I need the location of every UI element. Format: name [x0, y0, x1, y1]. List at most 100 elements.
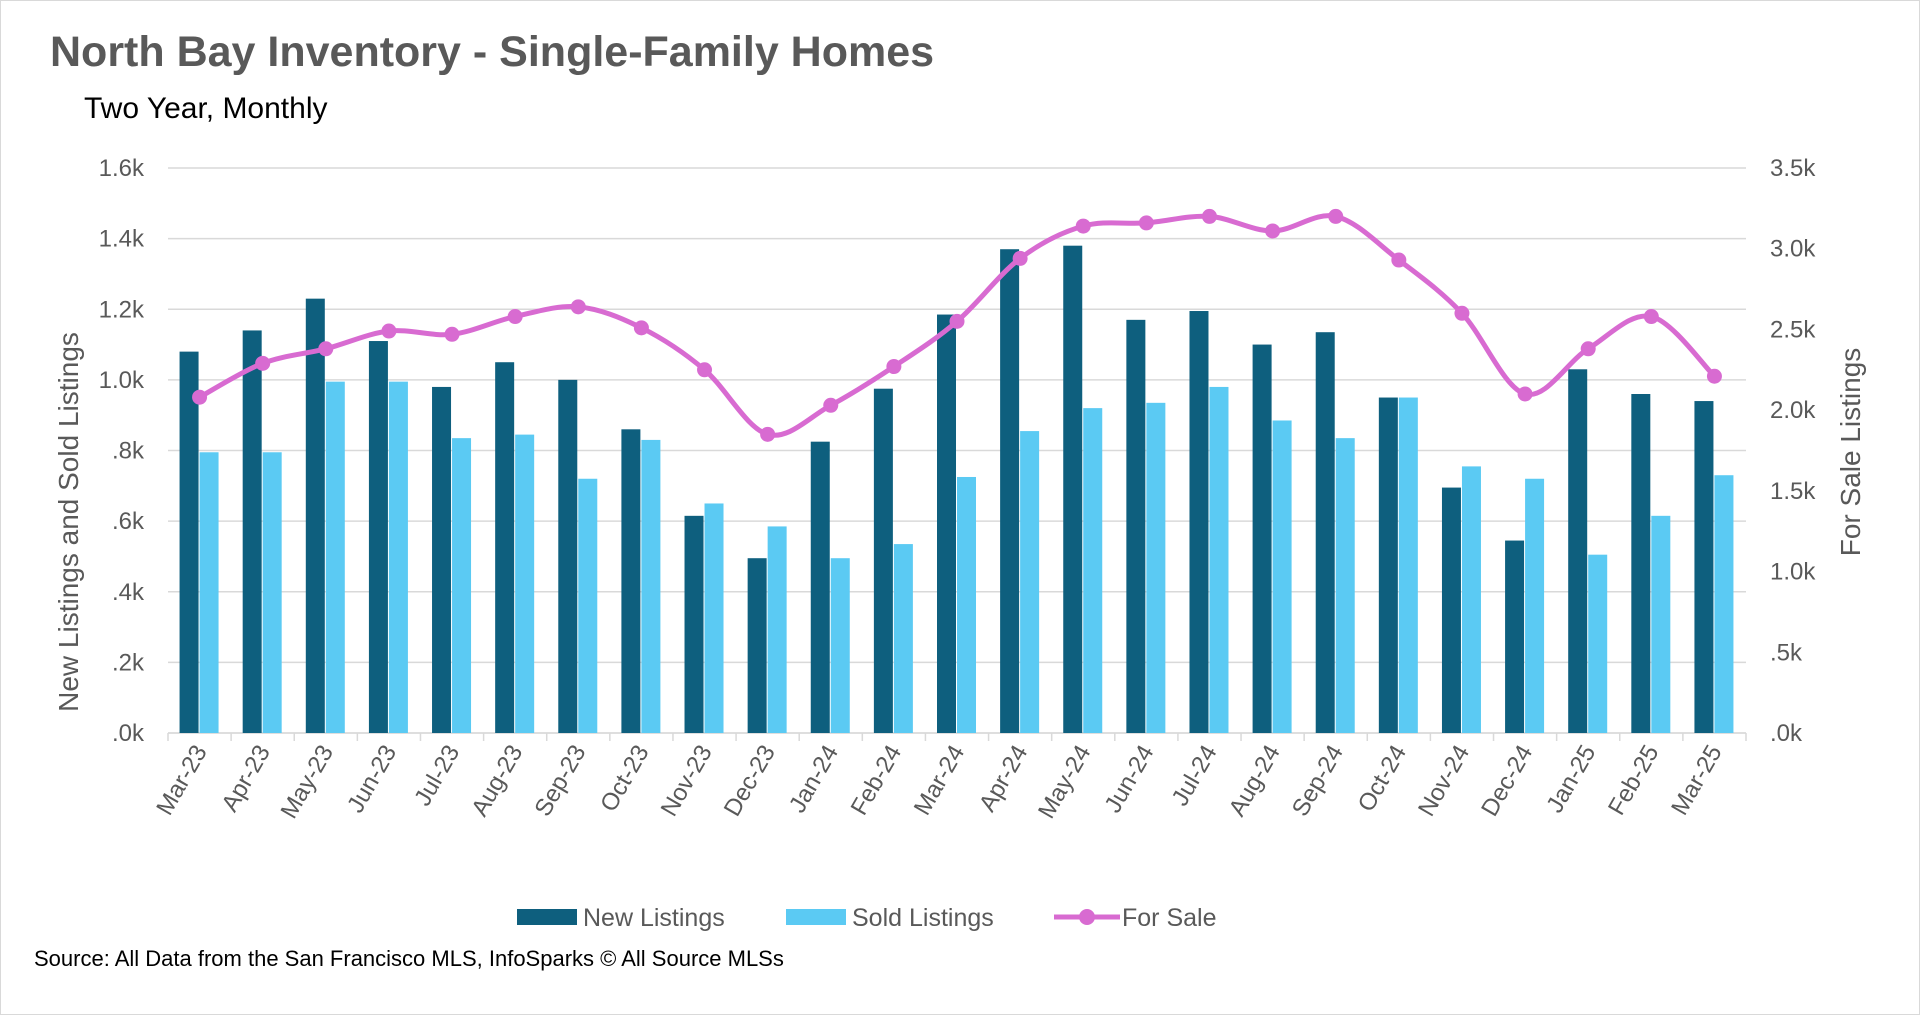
for-sale-point	[570, 299, 586, 315]
legend-label: Sold Listings	[852, 904, 994, 932]
x-tick-label: Apr-23	[216, 741, 275, 817]
left-tick-label: 1.4k	[99, 226, 145, 253]
for-sale-point	[697, 362, 713, 378]
right-axis-title: For Sale Listings	[1835, 348, 1866, 557]
x-tick-label: Jan-25	[1541, 741, 1601, 818]
x-tick-label: Oct-24	[1353, 741, 1412, 817]
for-sale-point	[1391, 252, 1407, 268]
for-sale-point	[1328, 208, 1344, 224]
sold-listings-bar	[1588, 554, 1608, 733]
right-tick-label: 3.5k	[1770, 155, 1816, 182]
sold-listings-bar	[1335, 438, 1355, 733]
left-axis-ticks: .0k .2k .4k .6k .8k 1.0k 1.2k 1.4k 1.6k	[99, 155, 145, 747]
sold-listings-bar	[578, 478, 598, 733]
new-listings-bar	[1568, 369, 1588, 733]
left-axis-title: New Listings and Sold Listings	[53, 332, 84, 712]
for-sale-point	[1265, 223, 1281, 239]
left-tick-label: .8k	[112, 438, 145, 465]
x-tick-label: Jul-24	[1167, 741, 1223, 811]
sold-listings-bar	[830, 558, 850, 733]
for-sale-point	[255, 355, 271, 371]
right-axis-ticks: .0k .5k 1.0k 1.5k 2.0k 2.5k 3.0k 3.5k	[1770, 155, 1816, 747]
for-sale-point	[760, 426, 776, 442]
sold-listings-bar	[893, 544, 913, 733]
chart-title: North Bay Inventory - Single-Family Home…	[50, 28, 935, 76]
for-sale-point	[1706, 368, 1722, 384]
right-tick-label: .5k	[1770, 639, 1803, 666]
for-sale-point	[1643, 309, 1659, 325]
x-tick-label: Jun-23	[342, 741, 402, 818]
right-tick-label: 3.0k	[1770, 236, 1816, 263]
right-tick-label: 2.5k	[1770, 316, 1816, 343]
x-tick-label: Sep-23	[529, 741, 591, 822]
right-tick-label: .0k	[1770, 720, 1803, 747]
new-listings-bar	[432, 386, 452, 733]
sold-listings-bar	[1525, 478, 1545, 733]
for-sale-point	[1517, 386, 1533, 402]
new-listings-bar	[1694, 401, 1714, 733]
sold-listings-bar	[388, 381, 408, 733]
for-sale-point	[633, 320, 649, 336]
new-listings-bar	[242, 330, 262, 733]
x-tick-label: May-24	[1033, 741, 1096, 824]
x-tick-label: Dec-24	[1476, 741, 1538, 822]
new-listings-bar	[1505, 540, 1525, 733]
for-sale-point	[507, 309, 523, 325]
legend-new-listings: New Listings	[517, 904, 725, 932]
legend: New Listings Sold Listings For Sale	[517, 904, 1216, 932]
new-listings-bar	[558, 379, 578, 733]
for-sale-point	[1138, 215, 1154, 231]
legend-swatch	[786, 909, 846, 925]
new-listings-bar	[1252, 344, 1272, 733]
sold-listings-bar	[1714, 475, 1734, 733]
x-tick-label: Jul-23	[409, 741, 465, 811]
for-sale-point	[1075, 218, 1091, 234]
sold-listings-bar	[199, 452, 219, 733]
for-sale-point	[886, 359, 902, 375]
bars	[179, 245, 1734, 733]
for-sale-point	[1454, 305, 1470, 321]
right-tick-label: 2.0k	[1770, 397, 1816, 424]
for-sale-line	[192, 208, 1722, 442]
new-listings-bar	[1631, 394, 1651, 733]
new-listings-bar	[495, 362, 515, 733]
for-sale-point	[318, 341, 334, 357]
sold-listings-bar	[1083, 408, 1103, 733]
new-listings-bar	[873, 388, 893, 733]
for-sale-point	[381, 323, 397, 339]
for-sale-point	[1580, 341, 1596, 357]
sold-listings-bar	[1651, 515, 1671, 733]
legend-label: New Listings	[583, 904, 725, 932]
sold-listings-bar	[1461, 466, 1481, 733]
new-listings-bar	[1315, 332, 1335, 733]
new-listings-bar	[305, 298, 325, 733]
x-tick-label: Feb-25	[1603, 741, 1664, 820]
new-listings-bar	[937, 314, 956, 733]
sold-listings-bar	[1398, 397, 1418, 733]
new-listings-bar	[684, 515, 704, 733]
x-tick-label: Mar-25	[1666, 741, 1727, 820]
for-sale-point	[823, 397, 839, 413]
legend-label: For Sale	[1122, 904, 1216, 932]
new-listings-bar	[1126, 319, 1146, 733]
left-tick-label: .4k	[112, 579, 145, 606]
new-listings-bar	[810, 441, 830, 733]
sold-listings-bar	[452, 438, 472, 733]
x-tick-label: Nov-23	[656, 741, 718, 822]
x-tick-label: Nov-24	[1413, 741, 1475, 822]
right-tick-label: 1.5k	[1770, 478, 1816, 505]
left-tick-label: .0k	[112, 720, 145, 747]
new-listings-bar	[1378, 397, 1398, 733]
sold-listings-bar	[325, 381, 345, 733]
x-tick-label: Jan-24	[784, 741, 844, 818]
right-tick-label: 1.0k	[1770, 559, 1816, 586]
legend-sold-listings: Sold Listings	[786, 904, 994, 932]
x-tick-label: Mar-23	[151, 741, 212, 820]
sold-listings-bar	[704, 503, 724, 733]
sold-listings-bar	[515, 434, 535, 733]
chart-source: Source: All Data from the San Francisco …	[34, 946, 784, 971]
sold-listings-bar	[1209, 386, 1229, 733]
sold-listings-bar	[641, 439, 661, 733]
left-tick-label: .6k	[112, 508, 145, 535]
